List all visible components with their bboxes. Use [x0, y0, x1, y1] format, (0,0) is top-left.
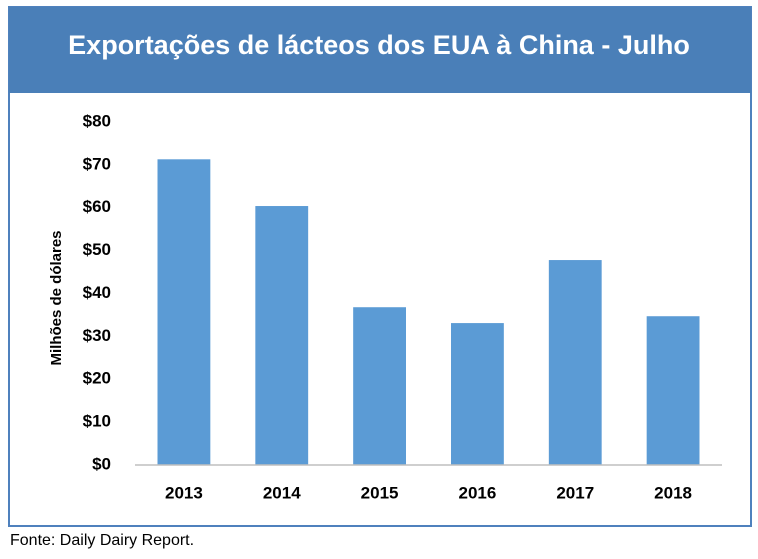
chart-title: Exportações de lácteos dos EUA à China -… [68, 30, 690, 60]
y-tick-label: $60 [83, 197, 111, 216]
bar [157, 159, 211, 465]
bar [548, 260, 602, 465]
x-tick-label: 2015 [361, 483, 399, 502]
x-tick-label: 2013 [165, 483, 203, 502]
x-tick-label: 2017 [556, 483, 594, 502]
x-tick-label: 2018 [654, 483, 692, 502]
header-band [9, 7, 751, 93]
y-tick-label: $80 [83, 111, 111, 130]
y-tick-label: $50 [83, 240, 111, 259]
y-tick-label: $20 [83, 369, 111, 388]
source-note: Fonte: Daily Dairy Report. [10, 532, 194, 549]
y-tick-label: $40 [83, 283, 111, 302]
y-tick-label: $30 [83, 326, 111, 345]
bar [646, 316, 700, 465]
y-tick-label: $70 [83, 154, 111, 173]
y-tick-label: $0 [92, 454, 111, 473]
y-tick-label: $10 [83, 412, 111, 431]
bar [255, 206, 309, 465]
bar [451, 323, 504, 465]
x-tick-label: 2016 [459, 483, 497, 502]
y-axis-label: Milhões de dólares [48, 230, 65, 365]
bar [353, 307, 406, 465]
x-tick-label: 2014 [263, 483, 301, 502]
